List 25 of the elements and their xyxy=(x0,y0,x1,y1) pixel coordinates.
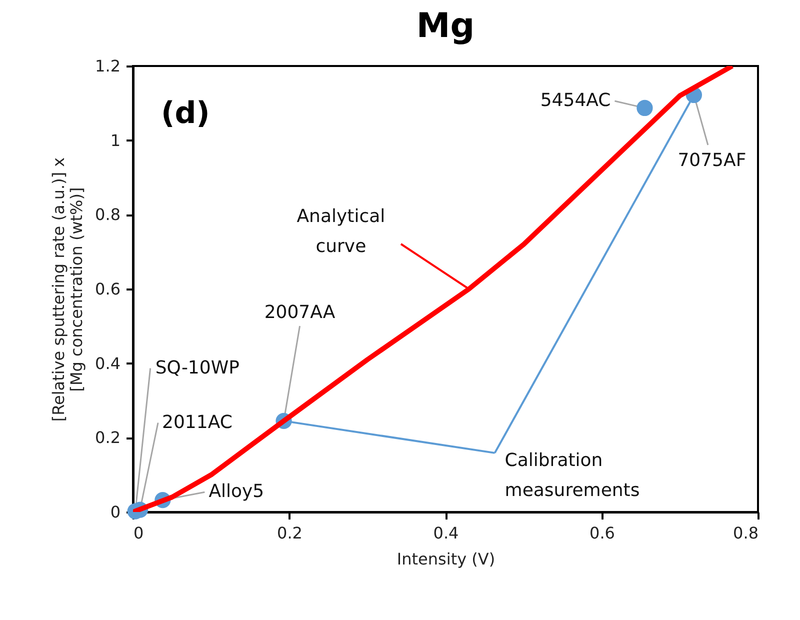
annotation: Calibration measurements xyxy=(504,450,640,501)
annotation: 2011AC xyxy=(162,412,232,433)
annotation: 7075AF xyxy=(678,150,746,171)
y-tick-label: 0.4 xyxy=(95,354,120,373)
y-tick-label: 0.2 xyxy=(95,428,120,448)
y-tick-label: 1.2 xyxy=(95,56,120,76)
y-axis-title: [Relative sputtering rate (a.u.)] x [Mg concentration (wt%)] xyxy=(49,157,86,422)
y-tick-label: 1 xyxy=(110,130,120,150)
y-tick-label: 0 xyxy=(110,502,120,522)
annotation: 2007AA xyxy=(264,302,336,323)
annotation: SQ-10WP xyxy=(155,357,240,378)
x-tick-label: 0.6 xyxy=(590,524,615,542)
point xyxy=(636,100,653,116)
x-tick-label: 0.2 xyxy=(277,524,302,542)
x-axis-title: Intensity (V) xyxy=(396,550,496,568)
y-tick-label: 0.8 xyxy=(95,205,120,224)
chart-title: Mg xyxy=(416,6,475,46)
annotation: 5454AC xyxy=(540,90,611,111)
annotation: (d) xyxy=(161,96,210,131)
x-tick-label: 0 xyxy=(134,524,144,542)
x-tick-label: 0.8 xyxy=(733,524,758,542)
annotation: Alloy5 xyxy=(208,481,264,502)
y-tick-label: 0.6 xyxy=(95,280,120,298)
annotation: Analytical curve xyxy=(296,206,386,257)
x-tick-label: 0.4 xyxy=(433,524,459,542)
